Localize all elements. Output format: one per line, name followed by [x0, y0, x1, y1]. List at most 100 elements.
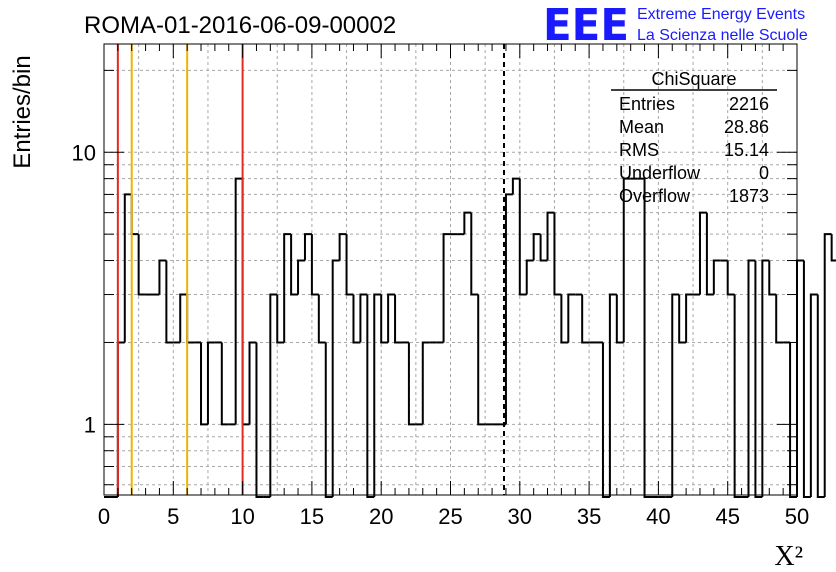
chart-title: ROMA-01-2016-06-09-00002 [84, 12, 396, 39]
stats-value: 15.14 [724, 140, 769, 160]
histogram-bin [470, 212, 479, 296]
histogram-bin [671, 293, 680, 497]
histogram-bin [712, 259, 721, 295]
histogram-bin [324, 342, 333, 498]
histogram-bin [726, 260, 735, 296]
histogram-bin [733, 294, 742, 498]
histogram-bin [220, 342, 229, 426]
stats-label: Overflow [619, 186, 691, 206]
y-tick-label: 1 [84, 412, 96, 437]
stats-box: ChiSquare Entries 2216 Mean 28.86 RMS 15.14 Un… [611, 69, 777, 206]
x-tick-label: 35 [577, 504, 601, 529]
histogram-bin [269, 293, 278, 497]
logo-line-2: La Scienza nelle Scuole [637, 27, 808, 44]
histogram-bin [310, 234, 319, 296]
stats-value: 0 [759, 163, 769, 183]
histogram-bin [407, 342, 416, 426]
stats-value: 28.86 [724, 117, 769, 137]
histogram-bin [317, 294, 326, 344]
histogram-bin [643, 178, 652, 498]
histogram-bin [761, 259, 770, 497]
histogram-bin [137, 234, 146, 296]
histogram-bin [366, 294, 375, 498]
histogram-bin [546, 211, 555, 261]
stats-value: 1873 [729, 186, 769, 206]
histogram-bin [442, 233, 451, 343]
histogram-bin [705, 212, 714, 296]
x-tick-label: 5 [167, 504, 179, 529]
x-tick-label: 25 [438, 504, 462, 529]
histogram-bin [200, 342, 208, 426]
histogram-bin [352, 294, 361, 344]
x-tick-label: 15 [300, 504, 324, 529]
histogram-bin [816, 294, 825, 498]
histogram-bin [560, 294, 569, 344]
histogram-bin [698, 211, 707, 295]
histogram-bin [248, 341, 257, 425]
stats-label: RMS [619, 140, 659, 160]
x-tick-label: 40 [646, 504, 670, 529]
stats-label: Mean [619, 117, 664, 137]
histogram-bin [206, 341, 215, 425]
histogram-bin [768, 260, 777, 296]
histogram-bin [463, 211, 472, 235]
grid-lines [104, 44, 797, 495]
histogram-bin [796, 259, 804, 497]
stats-label: Entries [619, 94, 675, 114]
x-tick-label: 50 [785, 504, 809, 529]
histogram-bin [359, 293, 368, 343]
histogram-bin [241, 178, 250, 426]
reference-lines [116, 44, 505, 495]
histogram-bin [685, 293, 694, 343]
histogram-bin [421, 341, 430, 425]
x-tick-label: 30 [508, 504, 532, 529]
histogram-bin [809, 293, 818, 497]
histogram-bin [290, 234, 299, 296]
histogram-bin [345, 234, 354, 296]
histogram-bin [754, 260, 763, 498]
stats-title: ChiSquare [651, 69, 736, 89]
y-axis-label: Entries/bin [9, 55, 36, 168]
histogram-bin [567, 293, 576, 343]
histogram-bin [331, 259, 340, 497]
histogram-bin [303, 233, 312, 261]
histogram-bin [338, 233, 347, 261]
histogram-bin [532, 233, 541, 261]
histogram-bin [608, 293, 617, 497]
x-axis: 0 5 10 15 20 25 30 35 40 45 50 [98, 44, 809, 529]
y-tick-label: 10 [72, 140, 96, 165]
histogram-bin [158, 259, 167, 295]
histogram-bin [373, 293, 382, 497]
histogram-bin [130, 194, 139, 236]
histogram-bin [394, 294, 402, 344]
histogram-bin [678, 294, 687, 344]
histogram-bins [104, 177, 836, 498]
histogram-bin [747, 259, 756, 497]
histogram-bin [830, 234, 836, 262]
x-tick-label: 20 [369, 504, 393, 529]
histogram-bin [234, 177, 243, 425]
histogram-bin [511, 177, 520, 195]
eee-logo-mark: EEE [543, 0, 629, 51]
histogram-bin [186, 294, 195, 344]
histogram-bin [615, 294, 624, 344]
histogram-bin [581, 294, 590, 344]
histogram-bin [601, 342, 610, 498]
histogram-bin [477, 294, 486, 426]
histogram-bin [553, 212, 562, 296]
eee-logo: EEE Extreme Energy Events La Scienza nel… [543, 0, 808, 51]
stats-label: Underflow [619, 163, 701, 183]
histogram-bin [789, 342, 797, 498]
y-axis: 1 10 [72, 69, 797, 486]
x-tick-label: 10 [230, 504, 254, 529]
histogram-bin [775, 294, 784, 344]
histogram-bin [380, 294, 389, 344]
logo-line-1: Extreme Energy Events [637, 6, 805, 23]
histogram-bin [255, 342, 264, 498]
histogram-bin [123, 193, 132, 343]
histogram-bin [539, 234, 548, 262]
histogram-bin [116, 341, 125, 497]
histogram-bin [802, 260, 811, 498]
histogram-bin [504, 193, 513, 425]
